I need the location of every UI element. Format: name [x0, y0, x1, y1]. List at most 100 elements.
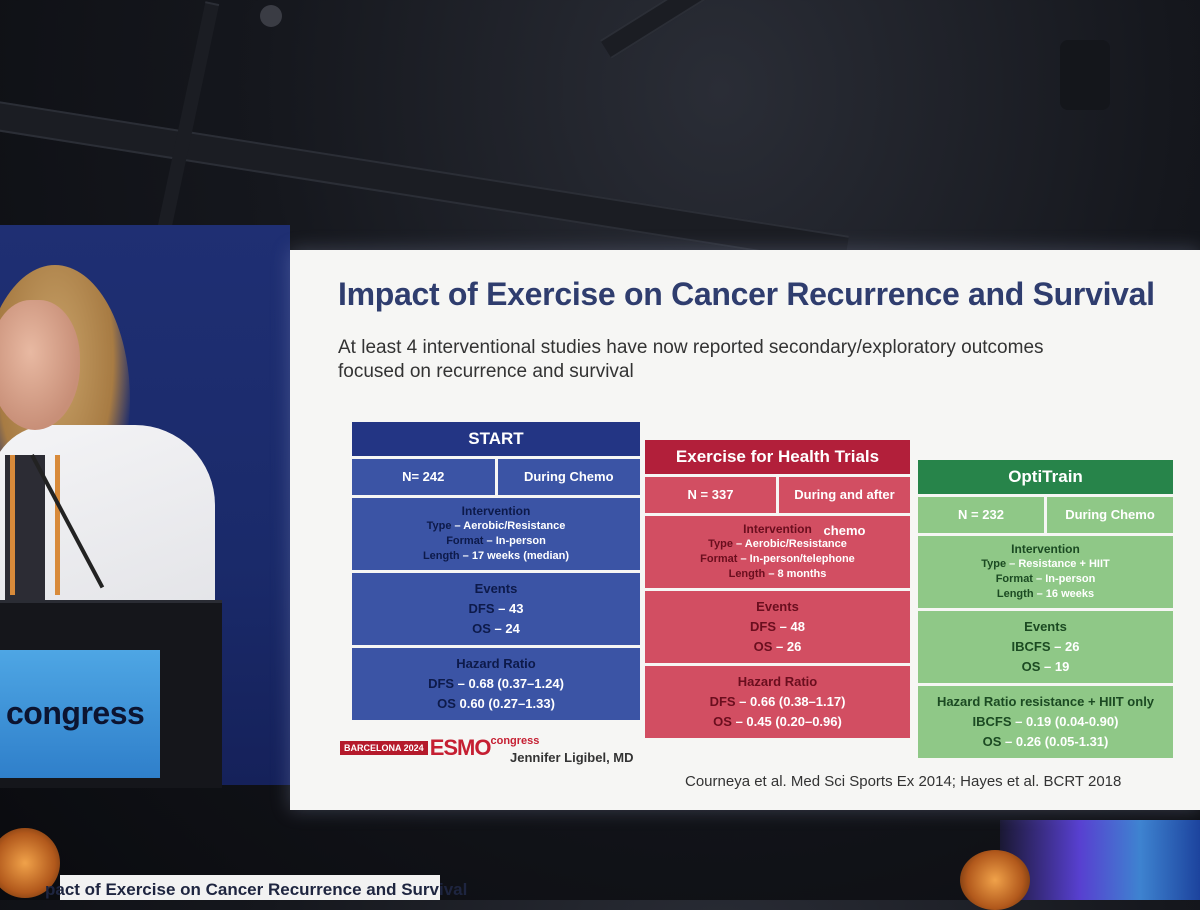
value-line: DFS – 0.68 (0.37–1.24) — [356, 674, 636, 694]
value-key: OS — [982, 734, 1002, 749]
value-line: Length – 16 weeks — [922, 587, 1169, 602]
panel-optitrain: OptiTrain N = 232 During Chemo Intervention… — [918, 460, 1173, 758]
hazard-ratio-block: Hazard Ratio DFS – 0.66 (0.38–1.17) OS – 0… — [645, 666, 910, 738]
value-line: OS 0.60 (0.27–1.33) — [356, 694, 636, 714]
value-line: OS – 0.26 (0.05-1.31) — [922, 732, 1169, 752]
esmo-brand: ESMO — [429, 735, 492, 760]
panel-meta-row: N = 337 During and after chemo — [645, 477, 910, 538]
value-line: OS – 19 — [922, 657, 1169, 677]
value-line: Format – In-person/telephone — [649, 552, 906, 567]
ceiling-spotlight — [260, 5, 282, 27]
value-text: – 0.66 (0.38–1.17) — [735, 694, 846, 709]
value-key: OS — [753, 639, 773, 654]
stage-lamp — [0, 828, 60, 898]
lower-screen-text: pact of Exercise on Cancer Recurrence an… — [45, 880, 468, 899]
panel-header: Exercise for Health Trials — [645, 440, 910, 474]
intervention-block: Intervention Type – Aerobic/Resistance For… — [352, 498, 640, 570]
value-key: Type — [981, 558, 1007, 570]
value-line: DFS – 43 — [356, 599, 636, 619]
value-line: IBCFS – 26 — [922, 637, 1169, 657]
value-line: Type – Aerobic/Resistance — [356, 519, 636, 534]
panel-meta-row: N = 232 During Chemo — [918, 497, 1173, 533]
value-line: DFS – 48 — [649, 617, 906, 637]
speaker-name: Jennifer Ligibel, MD — [510, 750, 634, 765]
ceiling-pole — [154, 1, 220, 243]
value-key: IBCFS — [972, 714, 1012, 729]
hazard-ratio-label: Hazard Ratio resistance + HIIT only — [936, 694, 1155, 709]
slide-subtitle: At least 4 interventional studies have n… — [338, 337, 1044, 382]
panel-meta-row: N= 242 During Chemo — [352, 459, 640, 495]
value-key: DFS — [750, 619, 777, 634]
panel-header: START — [352, 422, 640, 456]
value-key: OS — [713, 714, 732, 729]
events-label: Events — [1024, 619, 1067, 634]
panel-start: START N= 242 During Chemo Intervention Type … — [352, 422, 640, 720]
value-text: – 17 weeks (median) — [459, 550, 570, 562]
esmo-congress-suffix: congress — [490, 735, 540, 747]
intervention-block: Intervention Type – Aerobic/Resistance For… — [645, 516, 910, 588]
events-block: Events IBCFS – 26 OS – 19 — [918, 611, 1173, 683]
value-text: – In-person — [1032, 573, 1096, 585]
value-key: DFS — [709, 694, 736, 709]
ceiling-speaker — [1060, 40, 1110, 110]
ceiling-truss — [600, 0, 1200, 59]
sample-size: N = 232 — [918, 497, 1044, 533]
value-key: Type — [426, 520, 452, 532]
value-line: Type – Resistance + HIIT — [922, 557, 1169, 572]
value-text: – In-person — [483, 535, 546, 547]
slide-title: Impact of Exercise on Cancer Recurrence … — [338, 276, 1155, 312]
value-key: Format — [995, 573, 1033, 585]
value-line: IBCFS – 0.19 (0.04-0.90) — [922, 712, 1169, 732]
panel-exercise-for-health: Exercise for Health Trials N = 337 During … — [645, 440, 910, 738]
value-text: – Aerobic/Resistance — [451, 520, 566, 532]
podium-screen-text: congress — [6, 695, 145, 731]
value-text: – Aerobic/Resistance — [732, 538, 847, 550]
value-text: – 19 — [1040, 659, 1070, 674]
value-key: Format — [446, 535, 484, 547]
value-key: Format — [700, 553, 738, 565]
value-text: – 0.19 (0.04-0.90) — [1011, 714, 1119, 729]
events-label: Events — [474, 581, 518, 596]
value-text: – 24 — [490, 621, 520, 636]
value-text: – 26 — [772, 639, 802, 654]
esmo-logo: BARCELONA 2024 ESMO congress — [340, 735, 539, 761]
timing: During Chemo — [497, 459, 640, 495]
presentation-slide: Impact of Exercise on Cancer Recurrence … — [290, 250, 1200, 810]
stage-lamp — [960, 850, 1030, 910]
value-key: Length — [728, 568, 766, 580]
value-text: – Resistance + HIIT — [1006, 558, 1110, 570]
value-key: OS — [1021, 659, 1041, 674]
timing: During and after chemo — [779, 477, 910, 538]
value-line: Format – In-person — [356, 534, 636, 549]
intervention-label: Intervention — [743, 522, 812, 536]
presenter-lanyard — [10, 455, 60, 595]
value-text: – 0.26 (0.05-1.31) — [1001, 734, 1109, 749]
value-line: OS – 24 — [356, 619, 636, 639]
value-key: Length — [422, 550, 460, 562]
hazard-ratio-block: Hazard Ratio DFS – 0.68 (0.37–1.24) OS 0.6… — [352, 648, 640, 720]
stage-lights — [1000, 820, 1200, 900]
value-key: OS — [472, 621, 491, 636]
value-key: DFS — [428, 676, 455, 691]
esmo-year-box: BARCELONA 2024 — [340, 741, 428, 755]
value-line: Length – 17 weeks (median) — [356, 549, 636, 564]
value-key: Type — [708, 538, 733, 550]
value-text: 0.60 (0.27–1.33) — [455, 696, 555, 711]
value-text: – In-person/telephone — [737, 553, 855, 565]
podium-screen — [0, 650, 160, 778]
value-text: – 43 — [494, 601, 524, 616]
value-line: Type – Aerobic/Resistance — [649, 537, 906, 552]
intervention-label: Intervention — [461, 504, 531, 518]
value-key: Length — [996, 588, 1034, 600]
value-line: OS – 0.45 (0.20–0.96) — [649, 712, 906, 732]
events-block: Events DFS – 48 OS – 26 — [645, 591, 910, 663]
value-line: OS – 26 — [649, 637, 906, 657]
panel-header: OptiTrain — [918, 460, 1173, 494]
value-line: Format – In-person — [922, 572, 1169, 587]
value-line: Length – 8 months — [649, 567, 906, 582]
presenter-face — [0, 300, 80, 430]
events-block: Events DFS – 43 OS – 24 — [352, 573, 640, 645]
value-text: – 16 weeks — [1033, 588, 1095, 600]
value-key: DFS — [468, 601, 495, 616]
sample-size: N = 337 — [645, 477, 776, 513]
